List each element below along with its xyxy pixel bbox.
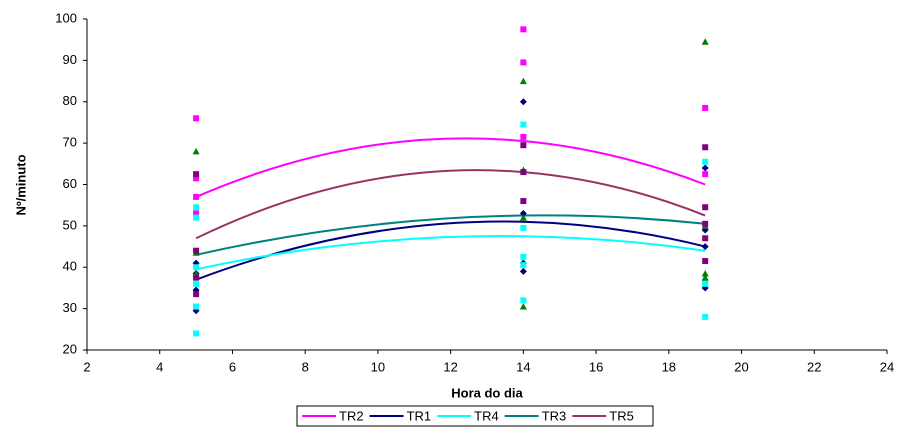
point <box>519 98 527 106</box>
point <box>520 142 527 149</box>
point <box>193 264 200 271</box>
y-tick-label: 90 <box>63 52 77 67</box>
point <box>702 220 709 227</box>
legend-label: TR1 <box>407 408 432 423</box>
point <box>701 164 709 172</box>
point <box>520 253 527 260</box>
y-tick-label: 40 <box>63 259 77 274</box>
y-tick-label: 50 <box>63 217 77 232</box>
trend-line <box>195 137 706 198</box>
point <box>702 258 709 265</box>
point <box>520 262 527 269</box>
y-tick-label: 70 <box>63 135 77 150</box>
x-tick-label: 14 <box>516 359 530 374</box>
point <box>702 171 709 178</box>
point <box>702 144 709 151</box>
point <box>702 235 709 242</box>
point <box>520 224 527 231</box>
point <box>519 209 527 217</box>
point <box>520 169 527 176</box>
x-tick-label: 8 <box>302 359 309 374</box>
legend-label: TR3 <box>542 408 567 423</box>
point <box>701 274 709 281</box>
x-tick-label: 4 <box>156 359 163 374</box>
point <box>520 297 527 304</box>
trend-line <box>195 214 706 256</box>
x-tick-label: 10 <box>371 359 385 374</box>
point <box>702 104 709 111</box>
point <box>193 303 200 310</box>
y-tick-label: 20 <box>63 341 77 356</box>
legend-label: TR2 <box>339 408 364 423</box>
y-tick-label: 80 <box>63 93 77 108</box>
point <box>520 198 527 205</box>
point <box>520 59 527 66</box>
point <box>519 214 527 221</box>
point <box>702 158 709 165</box>
x-tick-label: 20 <box>734 359 748 374</box>
point <box>193 204 200 211</box>
point <box>520 121 527 128</box>
x-tick-label: 2 <box>83 359 90 374</box>
point <box>701 269 709 277</box>
x-tick-label: 22 <box>807 359 821 374</box>
legend-label: TR4 <box>474 408 499 423</box>
point <box>702 313 709 320</box>
x-tick-label: 24 <box>880 359 894 374</box>
point <box>520 26 527 33</box>
point <box>702 204 709 211</box>
point <box>193 330 200 337</box>
point <box>193 214 200 221</box>
legend-box <box>296 405 654 427</box>
x-tick-label: 6 <box>229 359 236 374</box>
y-tick-label: 60 <box>63 176 77 191</box>
trend-line <box>195 220 706 281</box>
point <box>193 210 200 217</box>
point <box>193 274 200 281</box>
x-axis-label: Hora do dia <box>451 385 523 400</box>
point <box>193 193 200 200</box>
point <box>519 77 527 85</box>
point <box>193 291 200 298</box>
point <box>519 267 527 275</box>
legend-label: TR5 <box>609 408 634 423</box>
trend-line <box>195 169 706 240</box>
x-tick-label: 18 <box>662 359 676 374</box>
x-tick-label: 12 <box>443 359 457 374</box>
point <box>520 133 527 140</box>
point <box>192 147 200 155</box>
y-axis-label: Nº/minuto <box>13 154 28 215</box>
point <box>519 303 527 310</box>
point <box>702 280 709 287</box>
point <box>193 115 200 122</box>
y-tick-label: 100 <box>55 10 77 25</box>
trend-line <box>195 235 706 271</box>
point <box>193 171 200 178</box>
x-tick-label: 16 <box>589 359 603 374</box>
point <box>193 247 200 254</box>
y-tick-label: 30 <box>63 300 77 315</box>
point <box>193 175 200 182</box>
point <box>701 243 709 251</box>
point <box>701 38 709 45</box>
point <box>193 280 200 287</box>
